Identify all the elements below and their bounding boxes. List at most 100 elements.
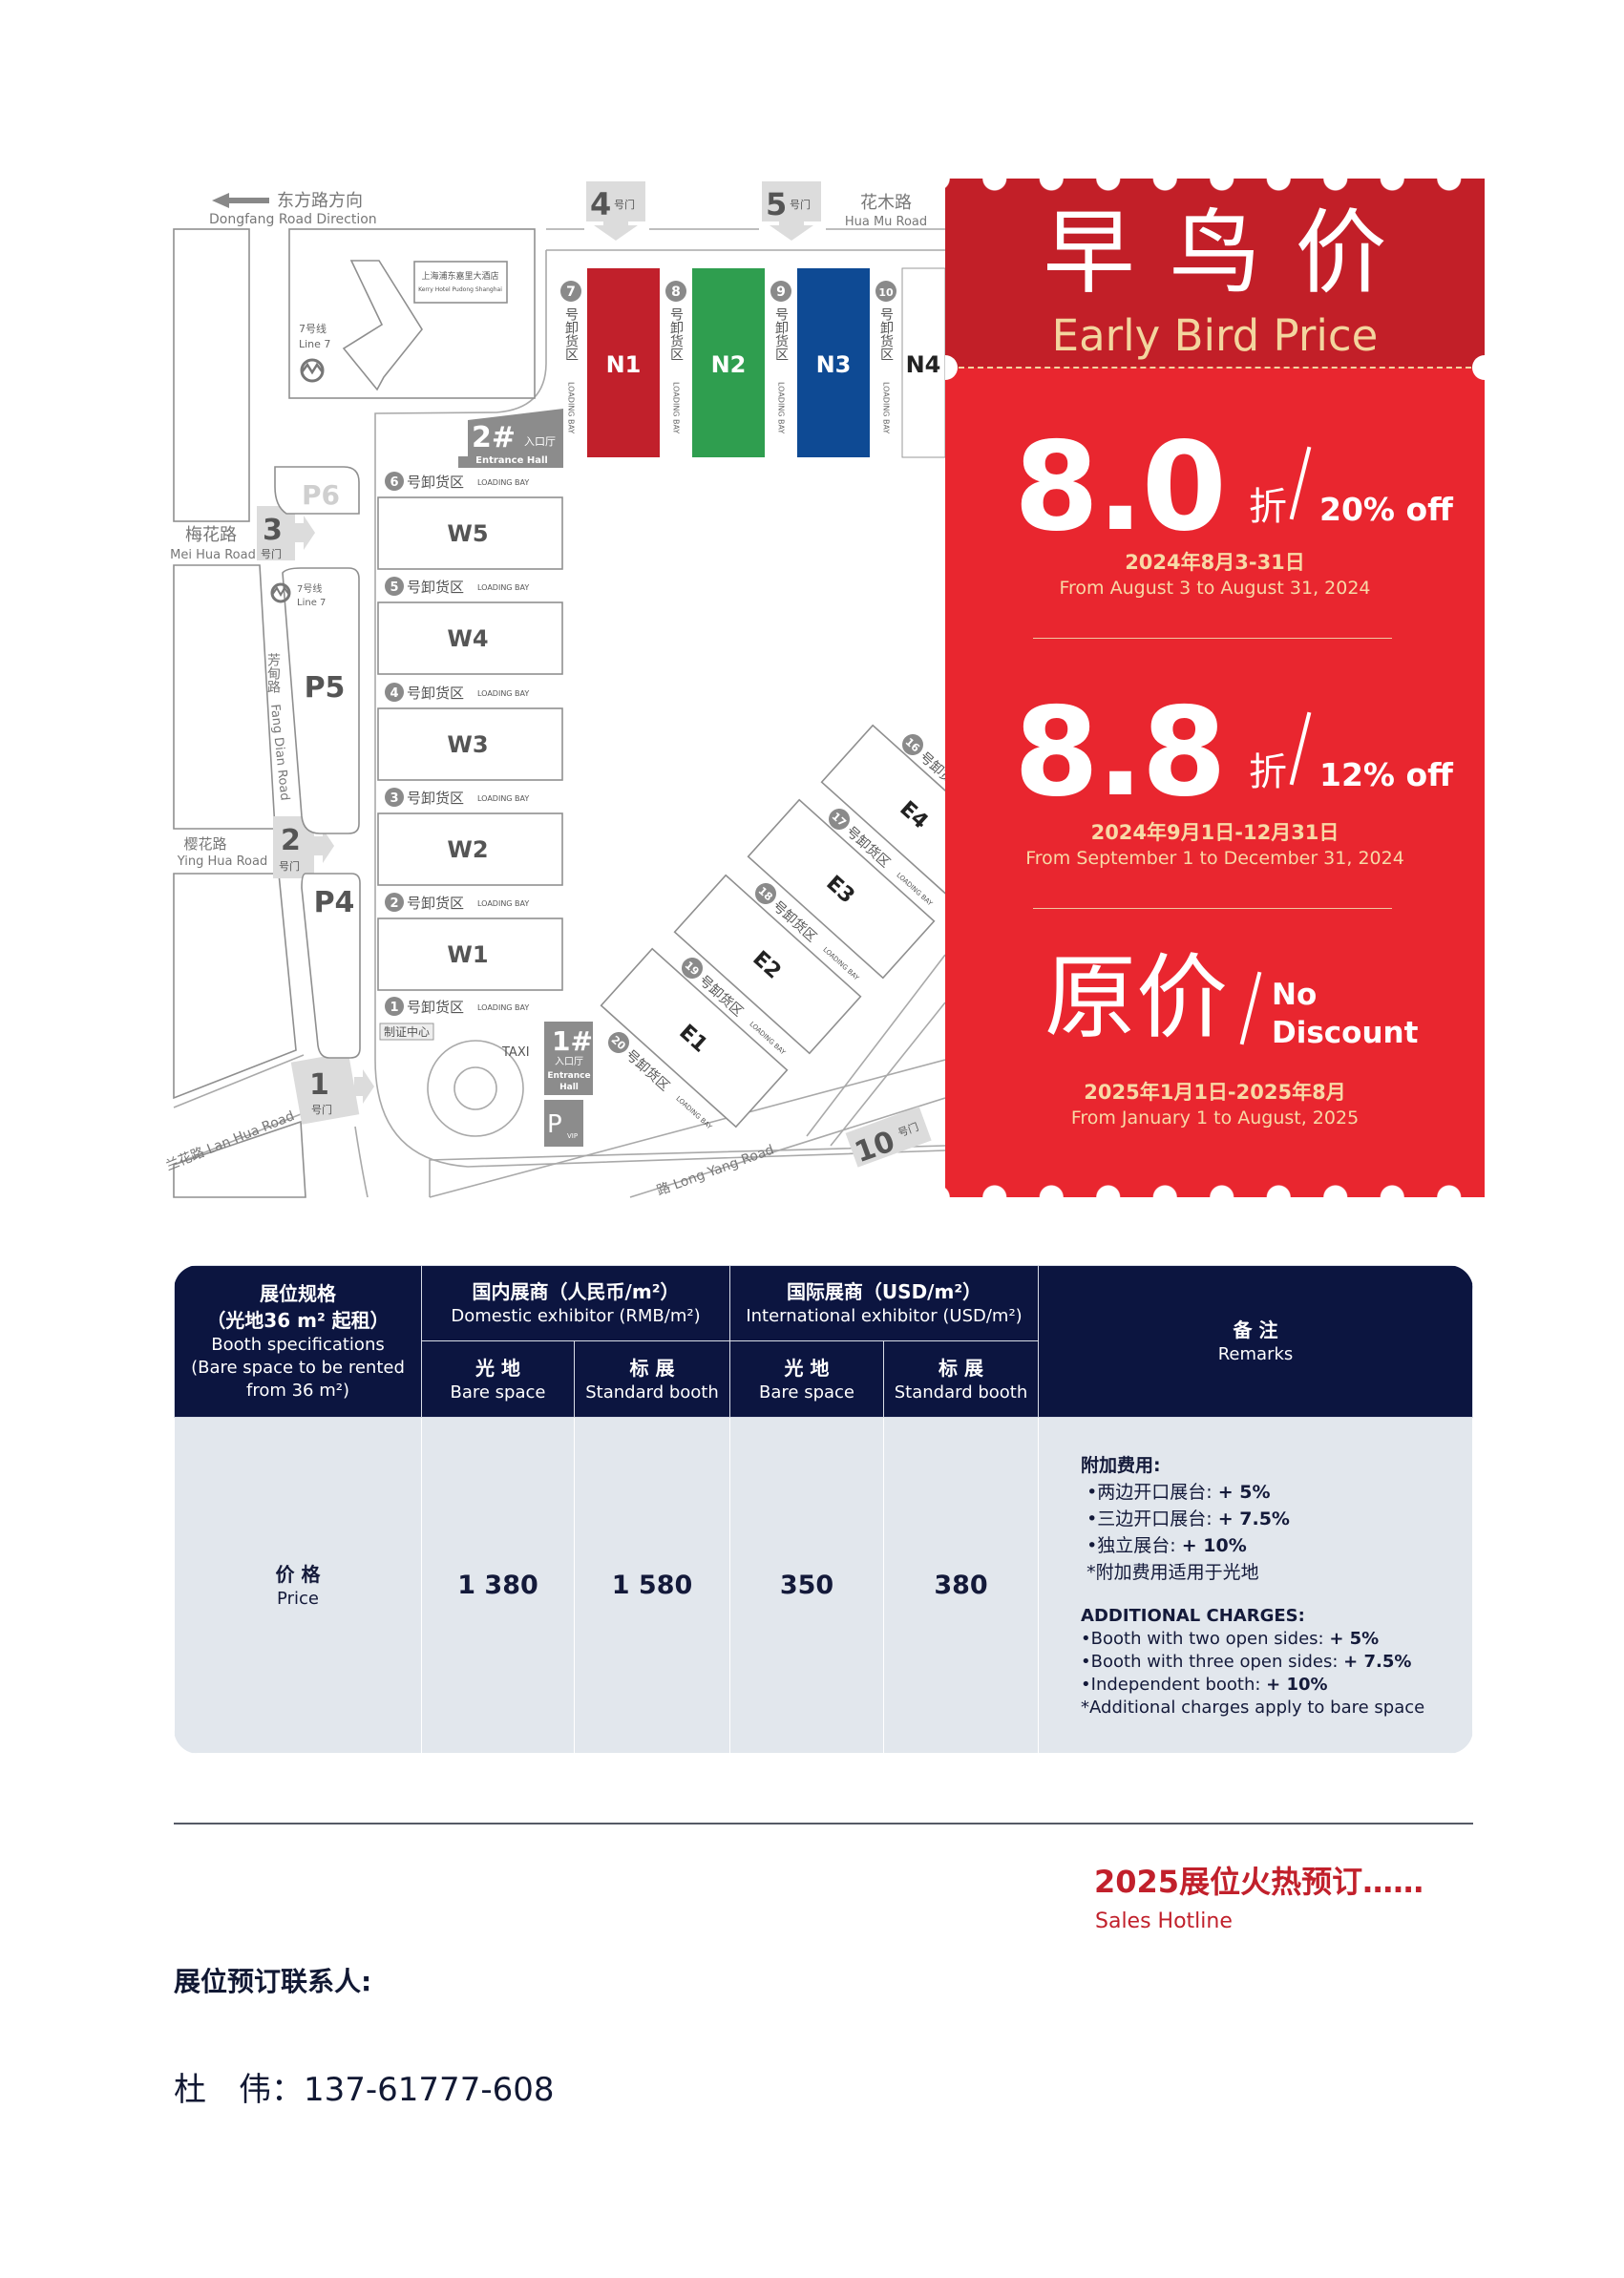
hall-w4 xyxy=(377,601,563,675)
hotline-title: 2025展位火热预订…… xyxy=(1094,1864,1424,1900)
svg-text:VIP: VIP xyxy=(567,1132,578,1140)
ticket-notch-right xyxy=(1472,355,1485,380)
hall-w3 xyxy=(377,707,563,781)
loading-bay-number: 1 xyxy=(390,1001,398,1015)
contact-person-phone[interactable]: 杜 伟：137-61777-608 xyxy=(174,2071,555,2109)
tier2-unit: 折 xyxy=(1249,750,1287,794)
svg-text:号门: 号门 xyxy=(790,198,811,211)
block-southwest xyxy=(173,1120,306,1198)
promo-header-band xyxy=(945,179,1485,368)
svg-text:号门: 号门 xyxy=(311,1103,332,1116)
tier2-date-cn: 2024年9月1日-12月31日 xyxy=(1090,821,1339,844)
perforation-line xyxy=(959,367,1471,369)
loading-bay-badge xyxy=(385,893,404,912)
svg-text:Hall: Hall xyxy=(559,1083,579,1092)
loading-bay-number: 10 xyxy=(878,286,894,299)
loading-bay-number: 7 xyxy=(566,285,576,300)
tier1-date-cn: 2024年8月3-31日 xyxy=(1125,551,1305,574)
loading-bay-label: 号卸货区 xyxy=(563,307,579,361)
early-bird-price-panel: 早鸟价 Early Bird Price 8.0 折 20% off 2024年… xyxy=(945,179,1485,1197)
tier1-unit: 折 xyxy=(1249,485,1287,529)
loading-bay-label-en: LOADING BAY xyxy=(777,382,786,433)
svg-text:2: 2 xyxy=(281,824,301,857)
loading-bay-number: 2 xyxy=(390,896,398,911)
header-domestic: 国内展商（人民币/m²） Domestic exhibitor (RMB/m²) xyxy=(420,1265,731,1341)
loading-bay-badge xyxy=(829,809,850,830)
entrance-hall-2: 2# 入口厅 Entrance Hall xyxy=(458,409,563,468)
svg-text:入口厅: 入口厅 xyxy=(555,1057,583,1067)
loading-bay-label-en: LOADING BAY xyxy=(477,1003,529,1012)
loading-bay-number: 9 xyxy=(776,285,786,300)
svg-text:入口厅: 入口厅 xyxy=(524,435,556,448)
gate-3: 3 号门 xyxy=(257,506,315,560)
loading-bay-label-en: LOADING BAY xyxy=(882,382,891,433)
scalloped-edge-bottom xyxy=(945,1184,1485,1197)
hall-n1 xyxy=(587,268,660,457)
price-intl-bare: 350 xyxy=(729,1417,885,1754)
hall-label: N1 xyxy=(606,351,642,378)
roundabout xyxy=(427,1040,524,1137)
loading-bay-badge xyxy=(385,997,404,1016)
meihua-road-en: Mei Hua Road xyxy=(170,548,256,562)
svg-text:1#: 1# xyxy=(552,1025,593,1057)
dongfang-arrow-icon xyxy=(212,193,269,208)
tier2-slash xyxy=(1289,711,1312,786)
tier3-rate: 原价 xyxy=(1044,944,1228,1051)
metro-label-cn: 7号线 xyxy=(299,322,327,335)
hall-w2 xyxy=(377,812,563,886)
svg-text:P4: P4 xyxy=(314,886,355,919)
tier3-date-cn: 2025年1月1日-2025年8月 xyxy=(1084,1081,1346,1104)
loading-bay-label: 号卸货区 xyxy=(407,685,464,702)
hall-label: W1 xyxy=(447,941,488,968)
loading-bay-label: 号卸货区 xyxy=(773,307,789,361)
tier3-date-en: From January 1 to August, 2025 xyxy=(1070,1107,1360,1128)
header-booth-spec: 展位规格 （光地36 m² 起租） Booth specifications (… xyxy=(174,1265,422,1418)
fangdian-road-cn: 芳甸路 xyxy=(265,652,281,693)
price-table: 展位规格 （光地36 m² 起租） Booth specifications (… xyxy=(174,1265,1473,1754)
subheader-intl-bare: 光 地 Bare space xyxy=(729,1340,885,1418)
loading-bay-badge xyxy=(560,281,581,302)
loading-bay-label: 号卸货区 xyxy=(407,895,464,912)
hall-label: W2 xyxy=(447,836,488,863)
tier2-off: 12% off xyxy=(1319,756,1453,793)
row-label-price: 价 格 Price xyxy=(174,1417,422,1754)
hall-label: W3 xyxy=(447,731,488,758)
loading-bay-label: 号卸货区 xyxy=(668,307,684,361)
gate-10: 10 号门 xyxy=(845,1106,932,1170)
scalloped-edge-top xyxy=(945,179,1485,192)
metro-label-en-south: Line 7 xyxy=(297,598,326,608)
yinghua-road-cn: 樱花路 xyxy=(183,835,226,853)
loading-bay-label: 号卸货区 xyxy=(878,307,894,361)
promo-title-cn: 早鸟价 xyxy=(1043,200,1422,306)
gate-5: 5 号门 xyxy=(762,181,821,241)
hall-label: W4 xyxy=(447,625,488,652)
gate-4: 4 号门 xyxy=(586,181,645,241)
metro-label-cn-south: 7号线 xyxy=(297,582,322,595)
venue-map: 上海浦东嘉里大酒店 Kerry Hotel Pudong Shanghai 7号… xyxy=(164,181,945,1199)
cert-center-box xyxy=(379,1023,434,1041)
loading-bay-badge xyxy=(385,472,404,491)
price-intl-standard: 380 xyxy=(883,1417,1040,1754)
north-halls: N1 N2 N3 N4 7 号卸货区 LOADING BAY 8 号卸货区 LOADING BAY… xyxy=(560,267,945,458)
price-domestic-bare: 1 380 xyxy=(421,1417,575,1754)
hotel-building xyxy=(342,260,423,391)
cert-center: 制证中心 xyxy=(384,1024,430,1039)
subheader-domestic-standard: 标 展 Standard booth xyxy=(573,1340,731,1418)
loading-bay-badge xyxy=(682,958,703,979)
tier1-date-en: From August 3 to August 31, 2024 xyxy=(1059,578,1371,599)
ticket-notch-left xyxy=(945,355,958,380)
tier1-off: 20% off xyxy=(1319,491,1453,528)
svg-text:Entrance: Entrance xyxy=(547,1071,590,1081)
parking-p4: P4 xyxy=(301,873,361,1059)
remarks-cell: 附加费用: •两边开口展台: + 5% •三边开口展台: + 7.5% •独立展… xyxy=(1038,1417,1473,1754)
loading-bay-label-en: LOADING BAY xyxy=(477,583,529,592)
road-lines xyxy=(173,228,945,1198)
svg-text:Entrance Hall: Entrance Hall xyxy=(475,455,548,466)
metro-icon xyxy=(300,358,325,383)
price-domestic-standard: 1 580 xyxy=(573,1417,731,1754)
block-northwest xyxy=(173,228,250,522)
dongfang-road-cn: 东方路方向 xyxy=(277,191,363,211)
metro-label-en: Line 7 xyxy=(299,338,330,350)
tier3-off-line2: Discount xyxy=(1272,1016,1419,1050)
